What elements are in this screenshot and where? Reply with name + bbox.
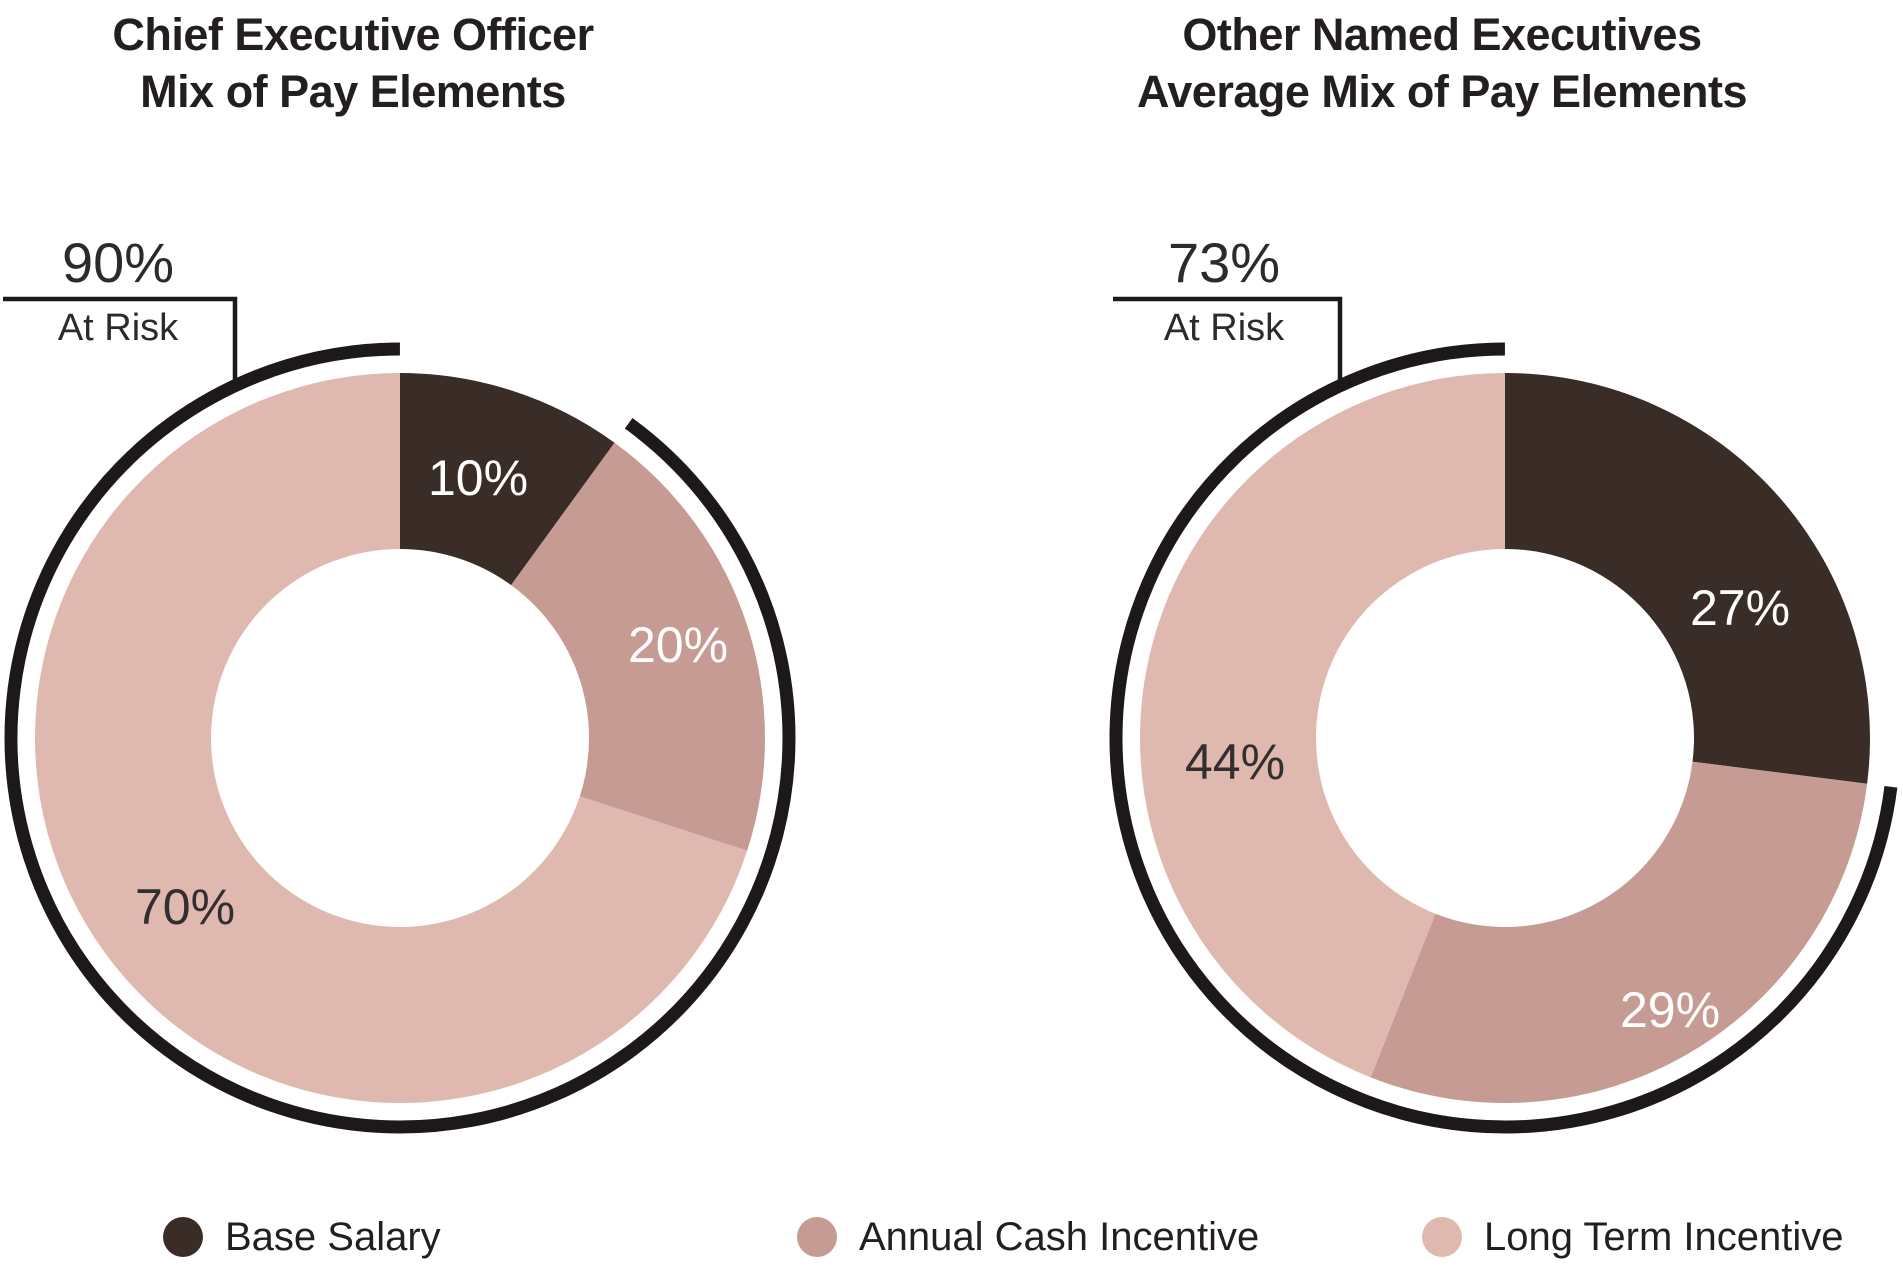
base-salary-swatch-icon bbox=[163, 1217, 203, 1257]
ceo-at-risk-percent: 90% bbox=[61, 231, 175, 294]
other-executives-at-risk-label: At Risk bbox=[1163, 307, 1285, 349]
other-executives-donut-segment-long-term-incentive bbox=[1140, 373, 1505, 1078]
ceo-donut-segment-base-salary bbox=[400, 373, 615, 586]
other-executives-donut-segment-annual-cash-incentive bbox=[1370, 761, 1868, 1103]
legend-label-annual-cash-incentive: Annual Cash Incentive bbox=[859, 1214, 1260, 1259]
chart-title-other-executives-line1: Other Named Executives bbox=[1182, 9, 1702, 60]
ceo-at-risk-label: At Risk bbox=[57, 307, 179, 349]
other-executives-donut-segment-base-salary bbox=[1505, 373, 1870, 784]
chart-title-ceo-line1: Chief Executive Officer bbox=[112, 9, 594, 60]
chart-title-ceo: Chief Executive Officer Mix of Pay Eleme… bbox=[0, 6, 706, 120]
legend: Base Salary Annual Cash Incentive Long T… bbox=[0, 1206, 1903, 1268]
legend-item-annual-cash-incentive: Annual Cash Incentive bbox=[797, 1206, 1259, 1268]
annual-cash-incentive-swatch-icon bbox=[797, 1217, 837, 1257]
other-executives-at-risk-callout-line bbox=[1113, 296, 1343, 386]
other-executives-at-risk-percent: 73% bbox=[1167, 231, 1281, 294]
legend-label-base-salary: Base Salary bbox=[225, 1214, 441, 1259]
ceo-segment-label-long-term-incentive: 70% bbox=[135, 879, 235, 935]
ceo-segment-label-annual-cash-incentive: 20% bbox=[628, 617, 728, 673]
long-term-incentive-swatch-icon bbox=[1422, 1217, 1462, 1257]
other-executives-segment-label-long-term-incentive: 44% bbox=[1185, 734, 1285, 790]
legend-label-long-term-incentive: Long Term Incentive bbox=[1484, 1214, 1844, 1259]
other-executives-segment-label-base-salary: 27% bbox=[1690, 580, 1790, 636]
ceo-segment-label-base-salary: 10% bbox=[428, 450, 528, 506]
ceo-at-risk-arc bbox=[4, 342, 796, 1134]
other-executives-at-risk-arc bbox=[1109, 342, 1898, 1134]
legend-item-long-term-incentive: Long Term Incentive bbox=[1422, 1206, 1843, 1268]
ceo-donut-segment-long-term-incentive bbox=[35, 373, 748, 1103]
ceo-at-risk-callout-line bbox=[3, 296, 238, 386]
legend-item-base-salary: Base Salary bbox=[163, 1206, 441, 1268]
ceo-donut-segment-annual-cash-incentive bbox=[511, 442, 765, 851]
other-executives-segment-label-annual-cash-incentive: 29% bbox=[1620, 982, 1720, 1038]
chart-title-other-executives-line2: Average Mix of Pay Elements bbox=[1136, 66, 1748, 117]
chart-title-ceo-line2: Mix of Pay Elements bbox=[140, 66, 566, 117]
chart-title-other-executives: Other Named Executives Average Mix of Pa… bbox=[1089, 6, 1795, 120]
